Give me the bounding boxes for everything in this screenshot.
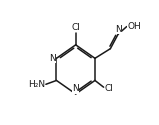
Text: N: N [72, 84, 79, 94]
Text: H₂N: H₂N [28, 80, 45, 89]
Text: N: N [49, 54, 55, 63]
Text: Cl: Cl [71, 23, 80, 32]
Text: N: N [115, 25, 121, 34]
Text: Cl: Cl [105, 84, 114, 93]
Text: OH: OH [128, 22, 142, 31]
